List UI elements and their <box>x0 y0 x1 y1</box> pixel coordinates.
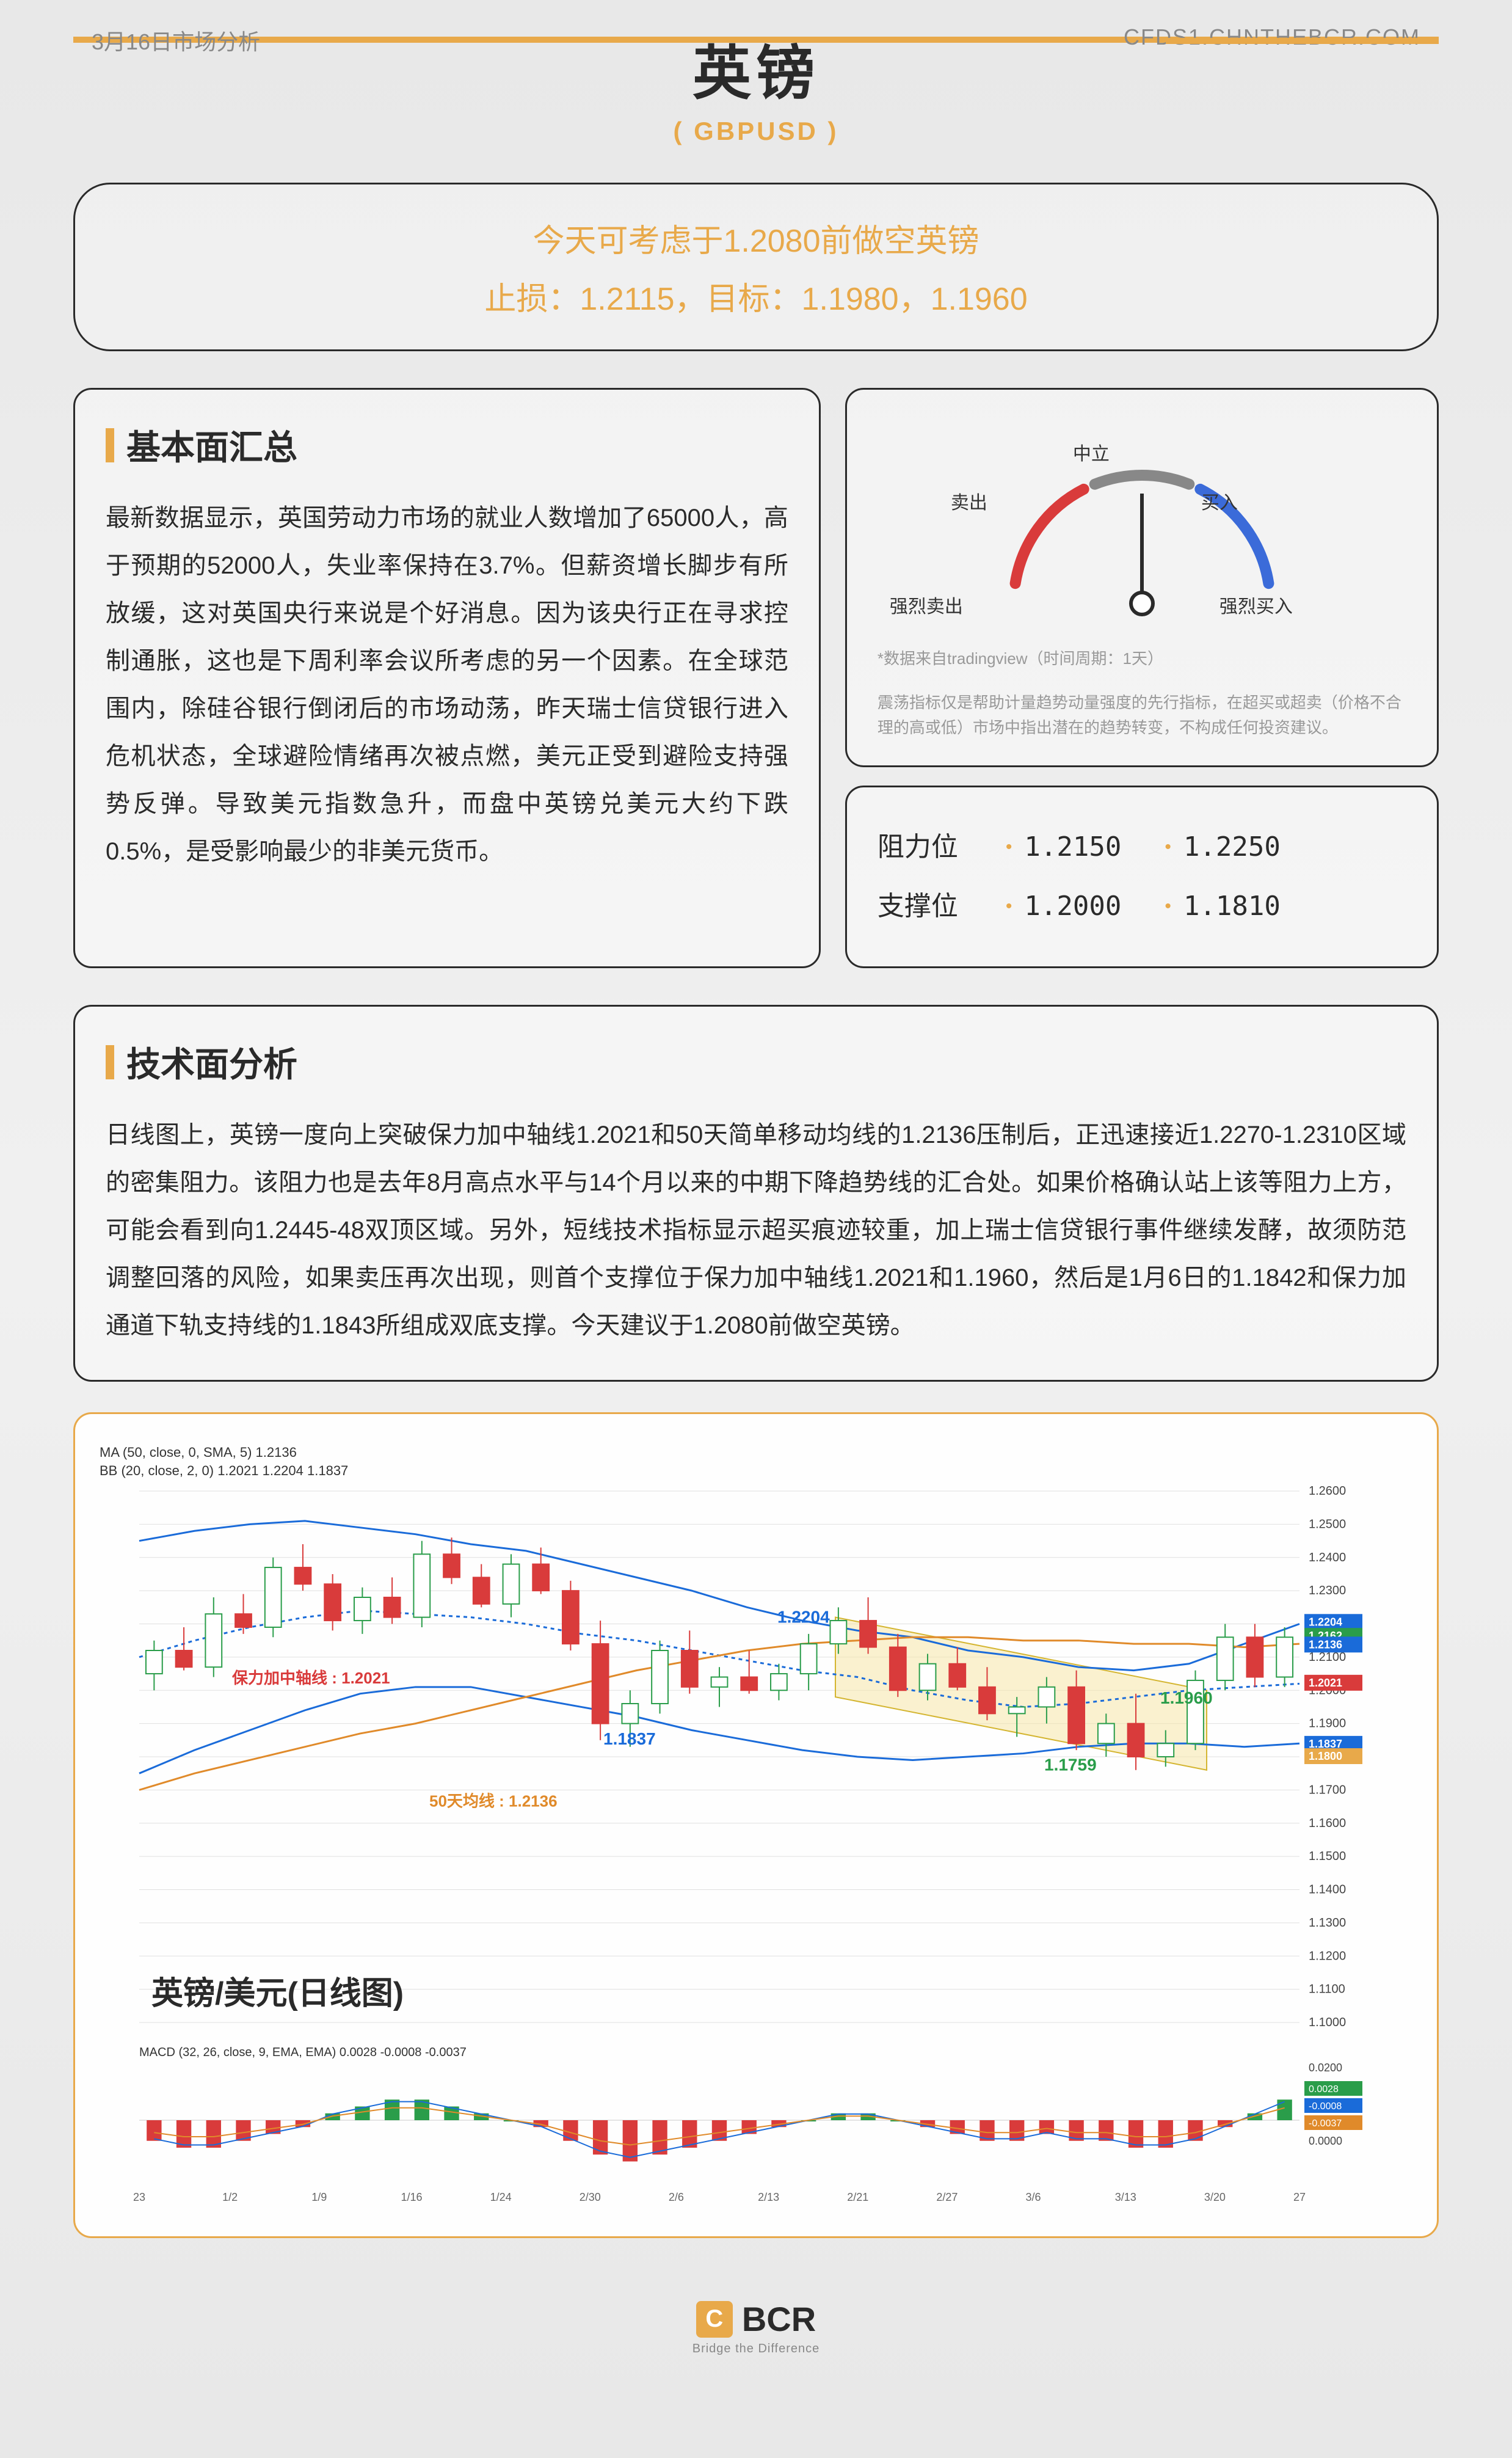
svg-text:1.1400: 1.1400 <box>1309 1883 1346 1897</box>
svg-text:英镑/美元(日线图): 英镑/美元(日线图) <box>151 1976 404 2011</box>
footer: C BCR Bridge the Difference <box>73 2275 1439 2380</box>
recommendation-line1: 今天可考虑于1.2080前做空英镑 <box>112 215 1400 261</box>
date-text: 3月16日市场分析 <box>73 24 278 56</box>
svg-text:1.1100: 1.1100 <box>1309 1983 1345 1996</box>
bullet-icon: • <box>1006 827 1012 867</box>
resistance-1: 1.2150 <box>1024 818 1152 877</box>
accent-line-right <box>1166 38 1439 44</box>
svg-text:50天均线 : 1.2136: 50天均线 : 1.2136 <box>429 1792 558 1811</box>
chart-ma-header: MA (50, close, 0, SMA, 5) 1.2136 <box>100 1445 1412 1461</box>
technical-body: 日线图上，英镑一度向上突破保力加中轴线1.2021和50天简单移动均线的1.21… <box>106 1111 1406 1349</box>
svg-text:0.0200: 0.0200 <box>1309 2062 1342 2074</box>
svg-text:MACD (32, 26, close, 9, EMA, E: MACD (32, 26, close, 9, EMA, EMA) 0.0028… <box>139 2046 467 2059</box>
fundamentals-body: 最新数据显示，英国劳动力市场的就业人数增加了65000人，高于预期的52000人… <box>106 494 788 875</box>
svg-text:1/24: 1/24 <box>490 2191 512 2203</box>
svg-text:-0.0008: -0.0008 <box>1309 2101 1342 2112</box>
gauge-note-1: *数据来自tradingview（时间周期：1天） <box>878 646 1406 672</box>
support-label: 支撑位 <box>878 877 994 936</box>
logo-icon: C <box>696 2301 733 2338</box>
svg-text:1.1600: 1.1600 <box>1309 1817 1346 1830</box>
gauge-card: 强烈卖出卖出中立买入强烈买入 *数据来自tradingview（时间周期：1天）… <box>845 388 1439 767</box>
svg-text:2/13: 2/13 <box>758 2191 779 2203</box>
levels-card: 阻力位 • 1.2150 • 1.2250 支撑位 • 1.2000 • 1.1… <box>845 786 1439 969</box>
fundamentals-card: 基本面汇总 最新数据显示，英国劳动力市场的就业人数增加了65000人，高于预期的… <box>73 388 821 968</box>
recommendation-line2: 止损：1.2115，目标：1.1980，1.1960 <box>112 273 1400 319</box>
svg-text:1.1000: 1.1000 <box>1309 2016 1346 2029</box>
svg-text:2/6: 2/6 <box>669 2191 684 2203</box>
bullet-icon: • <box>1165 827 1171 867</box>
bullet-icon: • <box>1165 886 1171 927</box>
svg-text:2/30: 2/30 <box>580 2191 601 2203</box>
svg-text:保力加中轴线 : 1.2021: 保力加中轴线 : 1.2021 <box>231 1669 390 1687</box>
technical-card: 技术面分析 日线图上，英镑一度向上突破保力加中轴线1.2021和50天简单移动均… <box>73 1005 1439 1382</box>
svg-text:3/6: 3/6 <box>1026 2191 1041 2203</box>
svg-text:27: 27 <box>1293 2191 1306 2203</box>
price-chart: 1.1000 1.1100 1.1200 1.1300 1.1400 1.1500 1.16… <box>100 1485 1412 2206</box>
svg-text:1.2400: 1.2400 <box>1309 1551 1346 1564</box>
support-row: 支撑位 • 1.2000 • 1.1810 <box>878 877 1406 936</box>
footer-logo: C BCR <box>696 2299 816 2339</box>
svg-text:1/16: 1/16 <box>401 2191 422 2203</box>
svg-text:-0.0037: -0.0037 <box>1309 2118 1342 2129</box>
svg-text:1.1837: 1.1837 <box>1309 1738 1342 1750</box>
svg-text:1.1200: 1.1200 <box>1309 1950 1346 1963</box>
support-1: 1.2000 <box>1024 877 1152 936</box>
svg-text:0.0028: 0.0028 <box>1309 2084 1339 2095</box>
svg-text:1.2204: 1.2204 <box>1309 1616 1342 1628</box>
svg-text:1.2136: 1.2136 <box>1309 1639 1342 1651</box>
svg-text:1.2021: 1.2021 <box>1309 1677 1342 1689</box>
svg-text:1.2300: 1.2300 <box>1309 1585 1346 1598</box>
svg-text:1/2: 1/2 <box>222 2191 238 2203</box>
footer-tagline: Bridge the Difference <box>73 2342 1439 2356</box>
svg-text:1.2600: 1.2600 <box>1309 1485 1346 1498</box>
svg-text:1/9: 1/9 <box>311 2191 327 2203</box>
svg-text:1.2500: 1.2500 <box>1309 1518 1346 1531</box>
resistance-2: 1.2250 <box>1183 818 1312 877</box>
svg-text:2/21: 2/21 <box>847 2191 868 2203</box>
page-subtitle: ( GBPUSD ) <box>73 117 1439 146</box>
chart-card: MA (50, close, 0, SMA, 5) 1.2136 BB (20,… <box>73 1412 1439 2238</box>
bullet-icon: • <box>1006 886 1012 927</box>
svg-text:1.1300: 1.1300 <box>1309 1916 1346 1930</box>
svg-text:1.2204: 1.2204 <box>777 1608 830 1627</box>
footer-brand: BCR <box>742 2299 816 2339</box>
chart-bb-header: BB (20, close, 2, 0) 1.2021 1.2204 1.183… <box>100 1463 1412 1479</box>
fundamentals-title: 基本面汇总 <box>106 420 788 470</box>
svg-text:0.0000: 0.0000 <box>1309 2135 1342 2147</box>
technical-title: 技术面分析 <box>106 1037 1406 1087</box>
svg-text:1.1500: 1.1500 <box>1309 1850 1346 1864</box>
resistance-row: 阻力位 • 1.2150 • 1.2250 <box>878 818 1406 877</box>
svg-text:3/13: 3/13 <box>1115 2191 1136 2203</box>
resistance-label: 阻力位 <box>878 818 994 877</box>
svg-text:1.1960: 1.1960 <box>1160 1688 1213 1707</box>
svg-text:23: 23 <box>133 2191 145 2203</box>
svg-text:1.1837: 1.1837 <box>603 1729 656 1748</box>
recommendation-card: 今天可考虑于1.2080前做空英镑 止损：1.2115，目标：1.1980，1.… <box>73 183 1439 351</box>
svg-text:1.1759: 1.1759 <box>1044 1756 1097 1774</box>
svg-text:3/20: 3/20 <box>1204 2191 1226 2203</box>
svg-text:1.1900: 1.1900 <box>1309 1717 1346 1730</box>
sentiment-gauge: 强烈卖出卖出中立买入强烈买入 <box>878 420 1406 628</box>
gauge-note-2: 震荡指标仅是帮助计量趋势动量强度的先行指标，在超买或超卖（价格不合理的高或低）市… <box>878 690 1406 741</box>
svg-text:2/27: 2/27 <box>936 2191 958 2203</box>
svg-text:1.1700: 1.1700 <box>1309 1784 1346 1797</box>
svg-text:1.1800: 1.1800 <box>1309 1750 1342 1762</box>
support-2: 1.1810 <box>1183 877 1312 936</box>
